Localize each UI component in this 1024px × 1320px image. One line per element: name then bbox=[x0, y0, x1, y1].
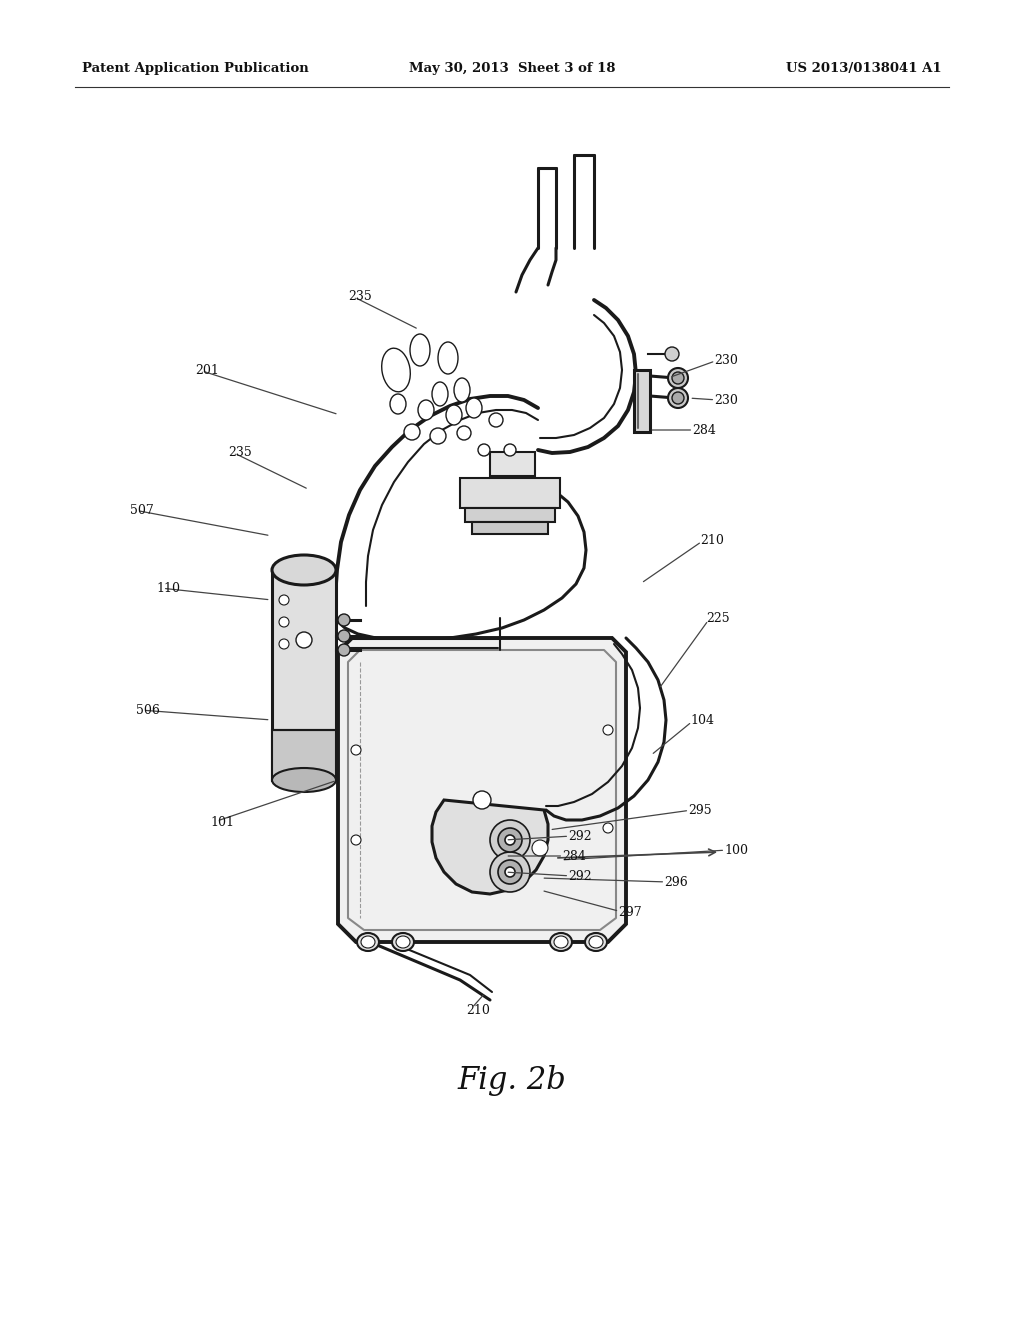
Circle shape bbox=[505, 836, 515, 845]
Text: 101: 101 bbox=[210, 816, 234, 829]
Ellipse shape bbox=[382, 348, 411, 392]
Circle shape bbox=[672, 392, 684, 404]
Circle shape bbox=[279, 595, 289, 605]
Text: 297: 297 bbox=[618, 906, 642, 919]
Ellipse shape bbox=[430, 428, 446, 444]
Ellipse shape bbox=[361, 936, 375, 948]
Ellipse shape bbox=[454, 378, 470, 403]
Ellipse shape bbox=[457, 426, 471, 440]
Circle shape bbox=[489, 413, 503, 426]
Circle shape bbox=[498, 861, 522, 884]
Polygon shape bbox=[490, 451, 535, 477]
Text: 296: 296 bbox=[664, 875, 688, 888]
Ellipse shape bbox=[438, 342, 458, 374]
Circle shape bbox=[668, 368, 688, 388]
Circle shape bbox=[351, 744, 361, 755]
Text: 230: 230 bbox=[714, 354, 738, 367]
Circle shape bbox=[668, 388, 688, 408]
Polygon shape bbox=[465, 508, 555, 521]
Ellipse shape bbox=[432, 381, 449, 407]
Circle shape bbox=[279, 616, 289, 627]
Polygon shape bbox=[338, 638, 626, 942]
Ellipse shape bbox=[357, 933, 379, 950]
Circle shape bbox=[296, 632, 312, 648]
Ellipse shape bbox=[396, 936, 410, 948]
Circle shape bbox=[603, 822, 613, 833]
Text: 210: 210 bbox=[700, 533, 724, 546]
Text: 235: 235 bbox=[228, 446, 252, 458]
Ellipse shape bbox=[589, 936, 603, 948]
Polygon shape bbox=[460, 478, 560, 508]
Ellipse shape bbox=[272, 768, 336, 792]
Ellipse shape bbox=[550, 933, 572, 950]
Polygon shape bbox=[472, 521, 548, 535]
Circle shape bbox=[351, 836, 361, 845]
Ellipse shape bbox=[418, 400, 434, 420]
Polygon shape bbox=[634, 370, 650, 432]
Circle shape bbox=[473, 791, 490, 809]
Ellipse shape bbox=[446, 405, 462, 425]
Text: 230: 230 bbox=[714, 393, 738, 407]
Text: 292: 292 bbox=[568, 829, 592, 842]
Ellipse shape bbox=[466, 399, 482, 418]
Text: US 2013/0138041 A1: US 2013/0138041 A1 bbox=[786, 62, 942, 75]
Text: 235: 235 bbox=[348, 289, 372, 302]
Circle shape bbox=[504, 444, 516, 455]
Circle shape bbox=[603, 725, 613, 735]
Circle shape bbox=[505, 867, 515, 876]
Text: 201: 201 bbox=[195, 363, 219, 376]
Circle shape bbox=[338, 614, 350, 626]
Text: 284: 284 bbox=[562, 850, 586, 862]
Text: 104: 104 bbox=[690, 714, 714, 726]
Text: 284: 284 bbox=[692, 424, 716, 437]
Text: 210: 210 bbox=[466, 1003, 489, 1016]
Polygon shape bbox=[432, 800, 548, 894]
Circle shape bbox=[490, 820, 530, 861]
Ellipse shape bbox=[554, 936, 568, 948]
Text: May 30, 2013  Sheet 3 of 18: May 30, 2013 Sheet 3 of 18 bbox=[409, 62, 615, 75]
Text: 100: 100 bbox=[724, 843, 748, 857]
Text: 507: 507 bbox=[130, 503, 154, 516]
Ellipse shape bbox=[390, 393, 406, 414]
Circle shape bbox=[338, 644, 350, 656]
Text: 110: 110 bbox=[156, 582, 180, 594]
Polygon shape bbox=[272, 570, 336, 780]
Ellipse shape bbox=[410, 334, 430, 366]
Ellipse shape bbox=[585, 933, 607, 950]
Polygon shape bbox=[272, 730, 336, 780]
Circle shape bbox=[532, 840, 548, 855]
Text: 292: 292 bbox=[568, 870, 592, 883]
Circle shape bbox=[338, 630, 350, 642]
Ellipse shape bbox=[272, 554, 336, 585]
Circle shape bbox=[672, 372, 684, 384]
Text: 295: 295 bbox=[688, 804, 712, 817]
Circle shape bbox=[478, 444, 490, 455]
Circle shape bbox=[498, 828, 522, 851]
Circle shape bbox=[665, 347, 679, 360]
Text: Fig. 2b: Fig. 2b bbox=[458, 1064, 566, 1096]
Circle shape bbox=[279, 639, 289, 649]
Text: 225: 225 bbox=[706, 611, 730, 624]
Circle shape bbox=[490, 851, 530, 892]
Ellipse shape bbox=[404, 424, 420, 440]
Text: 506: 506 bbox=[136, 704, 160, 717]
Text: Patent Application Publication: Patent Application Publication bbox=[82, 62, 309, 75]
Ellipse shape bbox=[392, 933, 414, 950]
